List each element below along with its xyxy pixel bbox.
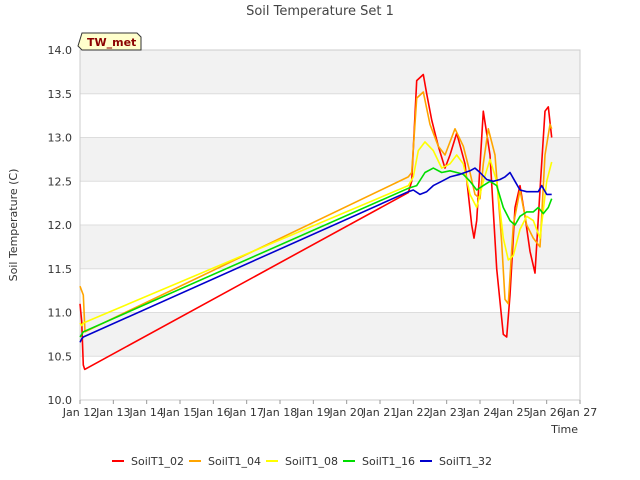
plot-frame	[79, 49, 581, 401]
y-tick-label: 12.5	[48, 175, 73, 188]
y-axis-label: Soil Temperature (C)	[7, 169, 20, 282]
legend-label: SoilT1_08	[285, 455, 338, 468]
x-tick-label: Jan 22	[395, 406, 430, 419]
y-tick-label: 12.0	[48, 219, 73, 232]
x-tick-label: Jan 12	[62, 406, 97, 419]
y-tick-label: 10.0	[48, 394, 73, 407]
x-tick-label: Jan 26	[528, 406, 563, 419]
y-tick-label: 13.0	[48, 132, 73, 145]
site-badge: TW_met	[77, 32, 142, 51]
legend-label: SoilT1_04	[208, 455, 261, 468]
series-line-soilt1-08	[79, 141, 553, 327]
x-tick-label: Jan 25	[495, 406, 530, 419]
band-4	[80, 181, 580, 225]
band-6	[80, 93, 580, 138]
y-tick-label: 14.0	[48, 44, 73, 57]
chart-title: Soil Temperature Set 1	[246, 4, 394, 19]
band-7	[80, 50, 580, 94]
badge-box	[77, 32, 142, 51]
x-tick-label: Jan 16	[195, 406, 230, 419]
series-line-soilt1-32	[79, 167, 552, 343]
x-tick-label: Jan 19	[295, 406, 330, 419]
y-tick-label: 13.5	[48, 88, 73, 101]
background-bands	[80, 50, 580, 400]
x-tick-label: Jan 18	[262, 406, 297, 419]
y-tick-label: 11.0	[48, 307, 73, 320]
band-1	[80, 312, 580, 357]
series-line-soilt1-04	[79, 91, 553, 333]
x-tick-label: Jan 14	[128, 406, 163, 419]
x-tick-label: Jan 17	[228, 406, 263, 419]
y-tick-label: 10.5	[48, 350, 73, 363]
x-tick-label: Jan 24	[462, 406, 497, 419]
x-tick-label: Jan 23	[428, 406, 463, 419]
y-axis-ticks: 10.0 10.5 11.0 11.5 12.0 12.5 13.0 13.5 14.0	[48, 44, 73, 407]
x-axis-label: Time	[550, 423, 578, 436]
x-tick-label: Jan 13	[95, 406, 130, 419]
legend-label: SoilT1_32	[439, 455, 492, 468]
x-tick-label: Jan 20	[328, 406, 363, 419]
y-tick-label: 11.5	[48, 263, 73, 276]
x-tick-label: Jan 21	[362, 406, 397, 419]
band-5	[80, 137, 580, 182]
badge-label: TW_met	[87, 36, 136, 49]
series-line-soilt1-16	[79, 167, 553, 338]
x-tick-label: Jan 15	[162, 406, 197, 419]
legend-label: SoilT1_16	[362, 455, 415, 468]
x-tick-label: Jan 27	[562, 406, 597, 419]
series-lines	[79, 73, 553, 371]
legend-label: SoilT1_02	[131, 455, 184, 468]
band-0	[80, 356, 580, 400]
legend: SoilT1_02 SoilT1_04 SoilT1_08 SoilT1_16 Soil…	[112, 455, 492, 468]
